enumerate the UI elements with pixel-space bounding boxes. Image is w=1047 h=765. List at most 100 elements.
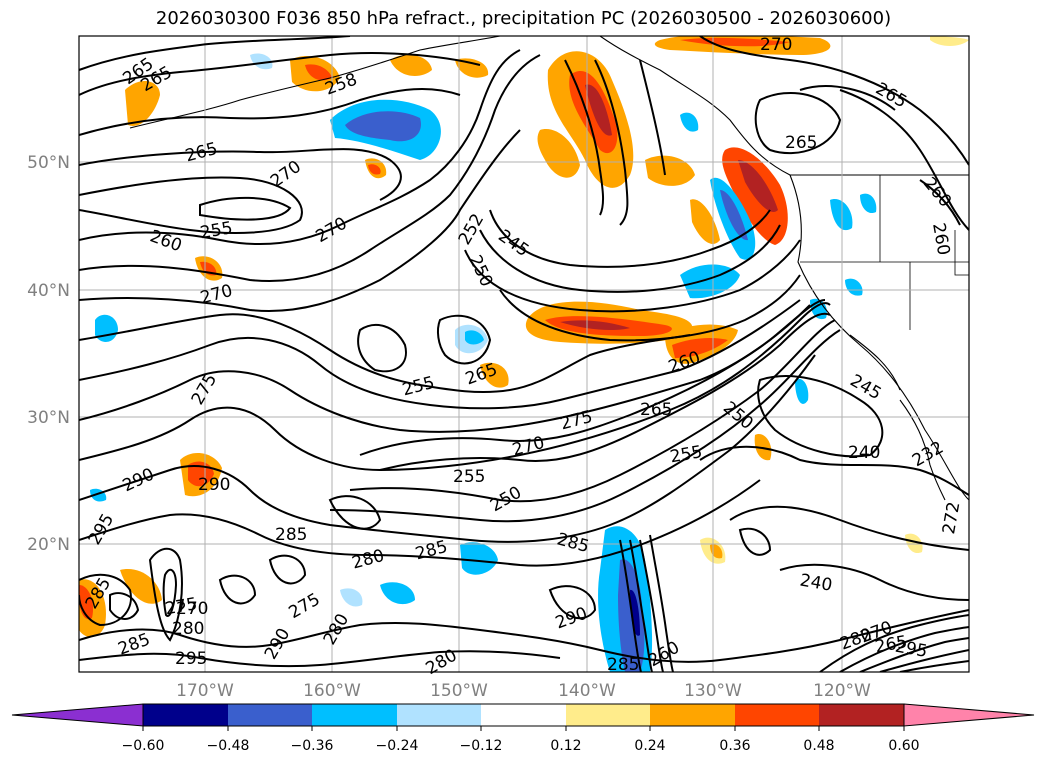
contour-line	[79, 302, 831, 472]
colorbar-tick-label: 0.36	[719, 738, 750, 754]
lon-label-120W: 120°W	[813, 681, 871, 701]
contour-line	[699, 36, 969, 166]
precip-positive-area	[120, 569, 162, 604]
precip-positive-area	[560, 320, 630, 330]
precip-negative-area	[680, 112, 699, 132]
colorbar-outline	[142, 703, 905, 727]
state-border	[800, 175, 969, 330]
precip-negative-area	[720, 190, 748, 241]
precip-negative-area	[465, 330, 484, 345]
contour-line	[79, 609, 969, 663]
contour-line	[79, 129, 521, 312]
colorbar-tick-label: 0.12	[550, 738, 581, 754]
contour-line	[489, 209, 771, 268]
contour-line	[268, 554, 307, 585]
lon-label-140W: 140°W	[558, 681, 616, 701]
colorbar-extend-min	[11, 703, 144, 727]
latitude-labels: 50°N 40°N 30°N 20°N	[27, 153, 70, 555]
colorbar-segment	[312, 704, 397, 726]
contour-label: 290	[198, 475, 230, 495]
precip-negative-area	[460, 542, 498, 575]
colorbar-tick-label: −0.48	[207, 738, 250, 754]
lon-label-130W: 130°W	[684, 681, 742, 701]
contour-label: 280	[172, 619, 204, 639]
contour-line	[548, 585, 597, 620]
precip-negative-area	[860, 193, 877, 214]
precip-positive-area	[305, 64, 332, 81]
precip-positive-area	[125, 80, 160, 126]
contour-line	[819, 614, 969, 672]
precip-positive-area	[905, 533, 923, 554]
contour-line	[839, 89, 969, 231]
precip-negative-area	[250, 53, 273, 70]
precipitation-shading	[79, 36, 969, 672]
colorbar-segment	[397, 704, 481, 726]
contour-line	[79, 299, 801, 410]
colorbar-tick-label: −0.36	[291, 738, 334, 754]
contour-line	[699, 445, 969, 496]
precip-positive-area	[368, 164, 381, 175]
contour-line	[357, 324, 407, 373]
contour-line	[899, 660, 969, 672]
colorbar-tick-label: 0.24	[634, 738, 665, 754]
lat-label-40N: 40°N	[27, 281, 70, 301]
contour-line	[919, 179, 961, 226]
colorbar-tick-label: −0.12	[460, 738, 503, 754]
contour-line	[479, 224, 781, 293]
contour-line	[79, 313, 691, 394]
contour-line	[79, 52, 481, 96]
colorbar-segment	[228, 704, 312, 726]
colorbar-segment	[735, 704, 819, 726]
colorbar-ticks	[142, 726, 905, 731]
contour-line	[329, 329, 841, 523]
precip-positive-area	[738, 160, 778, 212]
contour-line	[649, 534, 674, 672]
colorbar-tick-label: 0.48	[803, 738, 834, 754]
contour-line	[859, 637, 969, 672]
contour-label: 295	[175, 649, 207, 669]
contour-line	[619, 539, 642, 672]
precip-negative-area	[380, 582, 415, 605]
contour-line	[79, 176, 303, 234]
longitude-labels: 170°W 160°W 150°W 140°W 130°W 120°W	[176, 681, 871, 701]
colorbar-segment	[819, 704, 904, 726]
coastline	[789, 174, 969, 501]
graticule	[79, 36, 969, 672]
map-title: 2026030300 F036 850 hPa refract., precip…	[155, 8, 892, 29]
contour-line	[754, 92, 842, 155]
lon-label-150W: 150°W	[430, 681, 488, 701]
lon-label-170W: 170°W	[176, 681, 234, 701]
coastline	[599, 36, 969, 176]
refractivity-contours	[79, 36, 969, 672]
contour-line	[464, 239, 801, 313]
contour-line	[436, 314, 492, 365]
contour-line	[79, 650, 561, 668]
contour-line	[839, 626, 969, 672]
map-frame	[78, 35, 970, 673]
contour-line	[79, 354, 816, 543]
contour-line	[379, 312, 831, 471]
contour-label: 285	[607, 655, 639, 675]
contour-line	[79, 36, 351, 71]
precip-positive-area	[480, 362, 509, 388]
contour-line	[757, 375, 884, 458]
coastline	[849, 334, 901, 391]
contour-label: 270	[760, 35, 792, 55]
contour-line	[79, 88, 461, 136]
contour-line	[639, 59, 666, 176]
precip-positive-area	[930, 36, 969, 46]
precip-positive-area	[672, 337, 728, 358]
contour-line	[148, 547, 183, 642]
contour-label: 265	[640, 400, 672, 420]
lon-label-160W: 160°W	[303, 681, 361, 701]
precip-negative-area	[340, 588, 363, 607]
contour-line	[162, 568, 178, 617]
colorbar-tick-label: −0.24	[376, 738, 419, 754]
contour-line	[564, 59, 604, 216]
contour-line	[639, 539, 664, 672]
contour-line	[199, 196, 292, 221]
contour-line	[328, 495, 382, 530]
contour-line	[629, 539, 653, 672]
contour-line	[79, 54, 541, 282]
